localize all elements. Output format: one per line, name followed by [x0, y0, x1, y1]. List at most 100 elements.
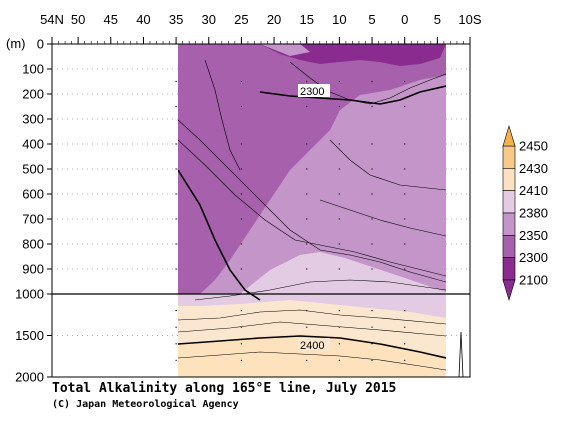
- colorbar-segment: [502, 145, 516, 169]
- y-tick-label: 1000: [15, 287, 44, 302]
- y-axis-label: (m): [6, 36, 26, 51]
- band-surface-light: [260, 44, 310, 56]
- station-dot: [175, 359, 177, 362]
- colorbar-label: 2300: [519, 250, 548, 265]
- station-dot: [371, 343, 373, 345]
- station-dot: [338, 218, 341, 220]
- colorbar-label: 2450: [519, 139, 548, 154]
- band-lt-2300: [178, 44, 446, 294]
- station-dot: [175, 343, 177, 345]
- y-gridlines: [52, 68, 470, 336]
- contour-lines-bold: [178, 85, 446, 359]
- station-dot: [306, 193, 308, 195]
- x-tick-label: 10: [332, 12, 346, 27]
- station-dot: [403, 168, 406, 170]
- station-dot: [403, 243, 406, 245]
- x-tick-label: 30: [202, 12, 216, 27]
- contour-line: [204, 59, 241, 171]
- station-dot: [338, 168, 341, 170]
- colorbar-segment: [502, 168, 516, 191]
- station-dot: [338, 80, 341, 83]
- contour-label-bg: [298, 338, 330, 351]
- chart-credit: (C) Japan Meteorological Agency: [52, 398, 239, 410]
- station-dot: [240, 168, 243, 170]
- station-dot: [403, 359, 406, 362]
- contour-line: [178, 321, 446, 337]
- station-dot: [371, 80, 373, 83]
- contour-line-2400: [178, 335, 446, 359]
- y-tick-label: 100: [22, 62, 44, 77]
- station-dot: [175, 309, 177, 312]
- station-dot: [338, 143, 341, 145]
- x-tick-label: 54N: [40, 12, 64, 27]
- station-dot: [306, 105, 308, 108]
- y-tick-label: 2000: [15, 370, 44, 385]
- station-dot: [306, 143, 308, 145]
- contour-label-2400: 2400: [298, 338, 330, 352]
- station-dot: [403, 105, 406, 108]
- colorbar-label: 2350: [519, 228, 548, 243]
- contour-line: [178, 351, 446, 371]
- band-2350-2380-lower: [178, 294, 446, 318]
- station-dot: [403, 80, 406, 83]
- station-dot: [371, 326, 373, 328]
- station-dot: [306, 80, 308, 83]
- contour-line: [178, 309, 446, 325]
- y-ticks: 0 100 200 300 400 500 600 700 800 900 1000 1500 2000: [15, 37, 52, 385]
- x-tick-label: 50: [71, 12, 85, 27]
- bathymetry-spike: [458, 331, 464, 378]
- contour-label-text: 2300: [300, 86, 324, 98]
- station-dot: [175, 326, 177, 328]
- contour-line: [178, 119, 446, 283]
- x-ticks: 54N 50 45 40 35 30 25 20 15 10 5 0 5 10S: [40, 12, 482, 44]
- band-2350-2380-upper: [240, 252, 446, 294]
- station-dot: [240, 268, 243, 270]
- chart-title: Total Alkalinity along 165°E line, July …: [52, 381, 396, 396]
- y-tick-label: 0: [37, 37, 44, 52]
- y-tick-label: 400: [22, 137, 44, 152]
- station-dot: [175, 168, 177, 170]
- station-dot: [306, 218, 308, 220]
- station-dot: [306, 168, 308, 170]
- colorbar-segment: [502, 212, 516, 236]
- station-dot: [403, 309, 406, 312]
- contour-line-2300-upper: [259, 85, 446, 105]
- station-dot: [306, 268, 308, 270]
- x-tick-label: 10S: [458, 12, 481, 27]
- station-dot: [403, 143, 406, 145]
- station-dot: [371, 243, 373, 245]
- y-tick-label: 1500: [15, 328, 44, 343]
- y-tick-label: 300: [22, 112, 44, 127]
- station-dot: [175, 268, 177, 270]
- station-dot: [306, 309, 308, 312]
- station-dot: [371, 309, 373, 312]
- contour-line: [329, 139, 446, 191]
- x-tick-label: 0: [401, 12, 408, 27]
- contour-lines-thin: [178, 59, 446, 371]
- station-dot: [338, 268, 341, 270]
- station-dot: [240, 80, 243, 83]
- colorbar-segment: [502, 190, 516, 214]
- x-tick-label: 45: [104, 12, 118, 27]
- station-dots: [175, 80, 406, 362]
- station-dot: [175, 105, 177, 108]
- colorbar-top-arrow: [502, 124, 516, 147]
- station-dot: [403, 218, 406, 220]
- colorbar-label: 2380: [519, 206, 548, 221]
- station-dot: [338, 343, 341, 345]
- station-dot: [240, 309, 243, 312]
- contour-label-bg: [298, 84, 330, 97]
- band-2410-2430: [178, 334, 446, 377]
- station-dot: [240, 193, 243, 195]
- y-tick-label: 700: [22, 212, 44, 227]
- contour-line: [289, 61, 446, 105]
- x-tick-label: 40: [136, 12, 150, 27]
- station-dot: [403, 343, 406, 345]
- contour-line: [178, 139, 446, 277]
- station-dot: [403, 193, 406, 195]
- station-dot: [240, 343, 243, 345]
- station-dot: [175, 193, 177, 195]
- y-tick-label: 900: [22, 262, 44, 277]
- station-dot: [306, 326, 308, 328]
- y-tick-label: 500: [22, 162, 44, 177]
